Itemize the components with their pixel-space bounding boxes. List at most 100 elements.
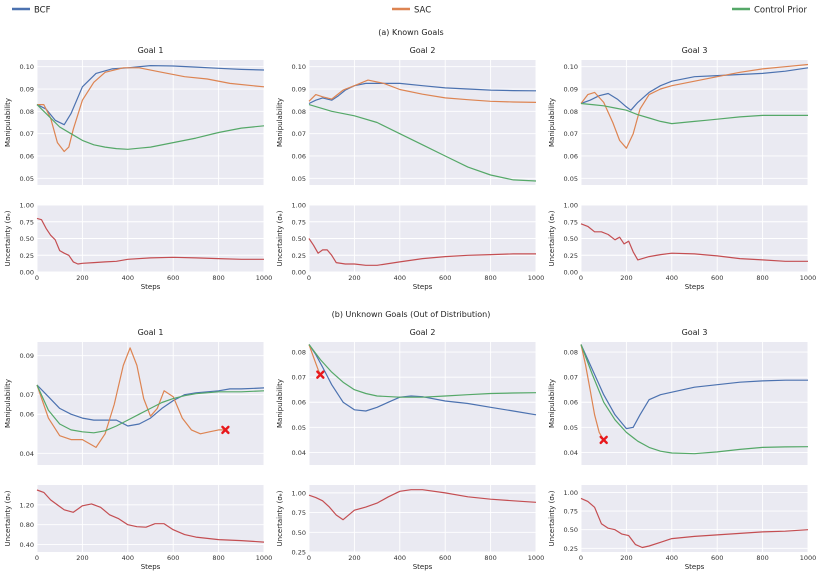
y-tick-label: 1.00 <box>564 202 578 210</box>
y-tick-label: 0.25 <box>20 252 34 260</box>
x-tick-label: 0 <box>307 274 311 282</box>
manipulability-plot: 0.04 0.05 0.06 0.07 0.08 Manipulability <box>276 342 537 465</box>
failure-marker-stroke <box>599 435 608 445</box>
series-line-control-prior <box>308 344 537 398</box>
section-title: (a) Known Goals <box>378 28 443 37</box>
y-tick-label: 0.50 <box>292 529 306 537</box>
series-line-control-prior <box>36 104 265 150</box>
y-tick-label: 1.00 <box>292 202 306 210</box>
x-axis-label: Steps <box>413 283 433 291</box>
x-tick-label: 200 <box>76 554 88 562</box>
x-axis-label: Steps <box>685 563 705 571</box>
x-axis-label: Steps <box>685 283 705 291</box>
x-tick-label: 200 <box>620 274 632 282</box>
plot-background <box>37 485 264 552</box>
y-tick-label: 0.40 <box>20 541 34 549</box>
y-axis-label: Manipulability <box>276 98 284 147</box>
plot-background <box>309 342 536 465</box>
failure-marker <box>316 370 325 379</box>
x-tick-label: 200 <box>620 554 632 562</box>
y-tick-label: 0.25 <box>292 252 306 260</box>
y-tick-label: 0.06 <box>564 152 578 160</box>
x-axis-label: Steps <box>413 563 433 571</box>
x-tick-label: 1000 <box>528 274 545 282</box>
plot-background <box>581 342 808 465</box>
panel-title: Goal 3 <box>682 328 708 337</box>
y-tick-label: 0.10 <box>292 63 306 71</box>
y-tick-label: 0.09 <box>20 86 34 94</box>
x-tick-label: 400 <box>394 274 406 282</box>
y-tick-label: 0.75 <box>292 509 306 517</box>
y-axis-label: Manipulability <box>548 379 556 428</box>
x-tick-label: 800 <box>484 554 496 562</box>
uncertainty-line <box>308 489 537 521</box>
y-tick-label: 0.50 <box>292 235 306 243</box>
panel-goal-3: Goal 3 0.04 0.05 0.06 0.07 0.08 Manipulability… <box>548 328 816 571</box>
panel-title: Goal 2 <box>410 328 436 337</box>
panel-goal-2: Goal 2 0.05 0.06 0.07 0.08 0.09 0.10 Manipulabi… <box>276 46 544 291</box>
y-tick-label: 0.75 <box>20 218 34 226</box>
series-line-control-prior <box>580 102 808 125</box>
y-axis-label: Manipulability <box>276 379 284 428</box>
x-axis-label: Steps <box>141 283 161 291</box>
y-tick-label: 0.08 <box>20 108 34 116</box>
y-tick-label: 0.50 <box>564 235 578 243</box>
y-tick-label: 0.75 <box>564 218 578 226</box>
x-tick-label: 1000 <box>528 554 545 562</box>
y-tick-label: 0.08 <box>564 108 578 116</box>
x-tick-label: 600 <box>711 274 723 282</box>
failure-marker-stroke <box>316 370 325 379</box>
series-line-sac <box>580 344 605 441</box>
x-tick-label: 400 <box>666 554 678 562</box>
plot-background <box>309 60 536 185</box>
legend: BCF SAC Control Prior <box>12 6 807 16</box>
uncertainty-plot: 0 200 400 600 800 1000 0.00 0.25 0.50 0.75 1.00 Unc… <box>4 202 272 283</box>
y-tick-label: 0.08 <box>292 108 306 116</box>
legend-label-control-prior: Control Prior <box>754 6 807 16</box>
y-tick-label: 0.05 <box>564 424 578 432</box>
panel-goal-2: Goal 2 0.04 0.05 0.06 0.07 0.08 Manipulability… <box>276 328 544 571</box>
uncertainty-plot: 0 200 400 600 800 1000 0.25 0.50 0.75 1.00 Uncerta… <box>548 485 816 562</box>
y-tick-label: 1.00 <box>20 202 34 210</box>
x-tick-label: 600 <box>167 274 179 282</box>
plot-background <box>581 485 808 552</box>
x-tick-label: 200 <box>76 274 88 282</box>
y-axis-label: Uncertainty (σₑ) <box>276 210 284 266</box>
uncertainty-line <box>308 238 536 266</box>
y-tick-label: 0.04 <box>20 450 34 458</box>
y-tick-label: 0.07 <box>292 374 306 382</box>
y-tick-label: 1.00 <box>564 489 578 497</box>
manipulability-plot: 0.05 0.06 0.07 0.08 0.09 0.10 Manipulability <box>276 60 537 185</box>
x-tick-label: 800 <box>756 554 768 562</box>
x-tick-label: 0 <box>579 274 583 282</box>
series-line-sac <box>36 347 226 448</box>
y-tick-label: 0.09 <box>292 86 306 94</box>
x-tick-label: 400 <box>122 274 134 282</box>
y-tick-label: 0.75 <box>292 218 306 226</box>
y-tick-label: 1.20 <box>20 501 34 509</box>
y-tick-label: 0.07 <box>564 130 578 138</box>
uncertainty-plot: 0 200 400 600 800 1000 0.25 0.50 0.75 1.00 Uncerta… <box>276 485 544 562</box>
uncertainty-line <box>36 489 265 543</box>
plot-background <box>37 60 264 185</box>
manipulability-plot: 0.05 0.06 0.07 0.08 0.09 0.10 Manipulability <box>4 60 265 185</box>
y-tick-label: 0.05 <box>20 175 34 183</box>
series-line-bcf <box>308 82 537 105</box>
failure-marker <box>599 435 608 445</box>
y-tick-label: 0.07 <box>292 130 306 138</box>
manipulability-plot: 0.04 0.06 0.07 0.09 Manipulability <box>4 342 265 465</box>
manipulability-plot: 0.05 0.06 0.07 0.08 0.09 0.10 Manipulability <box>548 60 809 185</box>
y-tick-label: 0.09 <box>20 352 34 360</box>
y-tick-label: 0.50 <box>20 235 34 243</box>
y-tick-label: 0.05 <box>292 175 306 183</box>
y-tick-label: 0.06 <box>20 411 34 419</box>
x-tick-label: 600 <box>167 554 179 562</box>
y-tick-label: 0.25 <box>564 252 578 260</box>
y-tick-label: 0.08 <box>292 349 306 357</box>
section-title: (b) Unknown Goals (Out of Distribution) <box>332 310 491 319</box>
y-tick-label: 0.10 <box>564 63 578 71</box>
plot-background <box>309 485 536 552</box>
series-line-control-prior <box>308 104 537 182</box>
y-axis-label: Manipulability <box>548 98 556 147</box>
